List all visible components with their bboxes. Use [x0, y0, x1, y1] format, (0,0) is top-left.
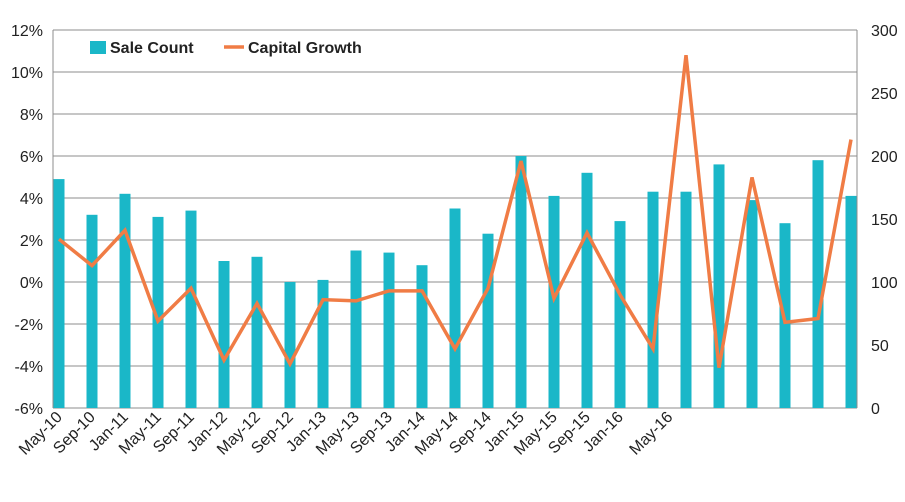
legend-label-capital-growth: Capital Growth — [248, 40, 362, 57]
capital-growth-line — [57, 55, 853, 368]
bar-sale-count — [515, 156, 527, 408]
legend-swatch-sale-count — [90, 41, 106, 54]
bar-sale-count — [86, 214, 98, 408]
bar-sale-count — [647, 191, 659, 408]
bar-sale-count — [482, 233, 494, 408]
capital-growth-line-group — [57, 55, 853, 368]
bar-sale-count — [713, 164, 725, 408]
y-left-tick-label: 0% — [20, 275, 43, 292]
legend: Sale Count Capital Growth — [90, 40, 362, 57]
y-right-tick-label: 0 — [871, 401, 880, 418]
y-left-tick-label: -6% — [15, 401, 43, 418]
bar-sale-count — [317, 279, 329, 408]
bar-sale-count — [680, 191, 692, 408]
bar-sale-count — [218, 261, 230, 408]
y-right-tick-label: 50 — [871, 338, 889, 355]
x-tick-label: May-16 — [627, 409, 677, 459]
bar-sale-count — [251, 256, 263, 408]
bar-sale-count — [119, 193, 131, 408]
bar-sale-count — [284, 282, 296, 408]
bar-sale-count — [185, 210, 197, 408]
bar-sale-count — [350, 250, 362, 408]
bar-sale-count — [152, 216, 164, 408]
bar-sale-count — [746, 200, 758, 408]
y-left-tick-label: 12% — [11, 23, 43, 40]
bar-sale-count — [845, 195, 857, 408]
y-left-tick-label: 6% — [20, 149, 43, 166]
y-right-tick-label: 250 — [871, 86, 898, 103]
bar-sale-count — [449, 208, 461, 408]
y-right-tick-label: 100 — [871, 275, 898, 292]
y-left-tick-label: 2% — [20, 233, 43, 250]
y-left-tick-label: -2% — [15, 317, 43, 334]
bar-sale-count — [581, 172, 593, 408]
y-left-tick-label: -4% — [15, 359, 43, 376]
y-right-tick-label: 200 — [871, 149, 898, 166]
legend-label-sale-count: Sale Count — [110, 40, 194, 57]
bar-sale-count — [416, 265, 428, 408]
y-left-tick-label: 8% — [20, 107, 43, 124]
bar-sale-count — [53, 179, 65, 408]
bar-sale-count — [812, 160, 824, 408]
y-left-tick-label: 4% — [20, 191, 43, 208]
bar-sale-count — [614, 221, 626, 408]
y-right-tick-label: 150 — [871, 212, 898, 229]
y-right-tick-label: 300 — [871, 23, 898, 40]
axes: -6% -4% -2% 0% 2% 4% 6% 8% 10% 12% 0 50 100 150 200 250… — [11, 23, 898, 459]
y-left-tick-label: 10% — [11, 65, 43, 82]
bar-sale-count — [383, 252, 395, 408]
